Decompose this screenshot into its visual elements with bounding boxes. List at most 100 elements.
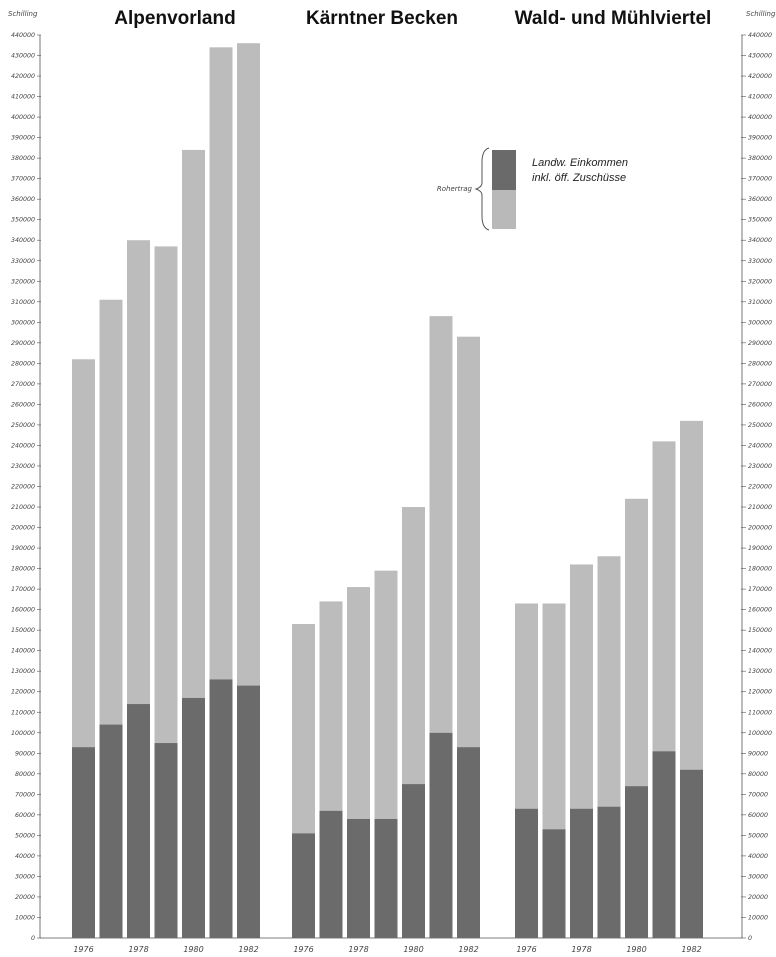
right-tick-label: 270000 bbox=[748, 381, 772, 388]
bar-landw-einkommen bbox=[429, 732, 453, 938]
right-tick-label: 290000 bbox=[748, 340, 772, 347]
right-tick-label: 70000 bbox=[748, 791, 768, 798]
bar-landw-einkommen bbox=[292, 833, 315, 938]
left-tick-label: 10000 bbox=[15, 914, 35, 921]
left-tick-label: 250000 bbox=[11, 422, 35, 429]
right-tick-label: 140000 bbox=[748, 648, 772, 655]
year-label: 1976 bbox=[293, 945, 313, 954]
left-tick-label: 310000 bbox=[11, 299, 35, 306]
left-tick-label: 290000 bbox=[11, 340, 35, 347]
bar-rohertrag bbox=[652, 441, 676, 752]
right-tick-label: 380000 bbox=[748, 155, 772, 162]
right-tick-label: 300000 bbox=[748, 319, 772, 326]
right-tick-label: 390000 bbox=[748, 135, 772, 142]
bar-rohertrag bbox=[319, 601, 343, 811]
bar-rohertrag bbox=[154, 246, 178, 744]
right-tick-label: 310000 bbox=[748, 299, 772, 306]
bar-landw-einkommen bbox=[625, 786, 648, 938]
bar-landw-einkommen bbox=[347, 818, 370, 938]
bar-landw-einkommen bbox=[570, 808, 593, 938]
right-tick-label: 420000 bbox=[748, 73, 772, 80]
right-tick-label: 260000 bbox=[748, 401, 772, 408]
right-tick-label: 180000 bbox=[748, 566, 772, 573]
bars bbox=[72, 43, 703, 938]
bar-rohertrag bbox=[237, 43, 260, 686]
bar-rohertrag bbox=[182, 149, 205, 698]
year-label: 1980 bbox=[183, 945, 203, 954]
left-tick-label: 160000 bbox=[11, 607, 35, 614]
right-tick-label: 240000 bbox=[748, 442, 772, 449]
right-tick-label: 90000 bbox=[748, 750, 768, 757]
year-label: 1976 bbox=[516, 945, 536, 954]
bar-landw-einkommen bbox=[652, 751, 676, 938]
bar-rohertrag bbox=[72, 359, 95, 748]
left-tick-label: 140000 bbox=[11, 648, 35, 655]
right-tick-label: 340000 bbox=[748, 237, 772, 244]
bar-rohertrag bbox=[597, 556, 621, 807]
left-tick-label: 130000 bbox=[11, 668, 35, 675]
bar-rohertrag bbox=[292, 624, 315, 834]
left-tick-label: 60000 bbox=[15, 812, 35, 819]
right-tick-label: 130000 bbox=[748, 668, 772, 675]
left-tick-label: 340000 bbox=[11, 237, 35, 244]
bar-landw-einkommen bbox=[209, 679, 233, 938]
bar-landw-einkommen bbox=[154, 743, 178, 938]
bar-rohertrag bbox=[429, 316, 453, 733]
bar-landw-einkommen bbox=[542, 829, 566, 938]
left-tick-label: 440000 bbox=[11, 32, 35, 39]
left-tick-label: 100000 bbox=[11, 730, 35, 737]
bar-rohertrag bbox=[680, 420, 703, 770]
right-tick-label: 40000 bbox=[748, 853, 768, 860]
left-tick-label: 180000 bbox=[11, 566, 35, 573]
year-label: 1978 bbox=[348, 945, 368, 954]
year-label: 1980 bbox=[626, 945, 646, 954]
year-label: 1978 bbox=[571, 945, 591, 954]
left-tick-label: 330000 bbox=[11, 258, 35, 265]
right-tick-label: 50000 bbox=[748, 832, 768, 839]
unit-label-right: Schilling bbox=[746, 10, 776, 18]
right-tick-label: 120000 bbox=[748, 689, 772, 696]
bar-rohertrag bbox=[99, 299, 123, 725]
right-tick-label: 280000 bbox=[748, 360, 772, 367]
legend-swatch-dark bbox=[492, 150, 516, 190]
bar-landw-einkommen bbox=[402, 784, 425, 938]
right-tick-label: 430000 bbox=[748, 53, 772, 60]
left-tick-label: 300000 bbox=[11, 319, 35, 326]
legend-entry-label: inkl. öff. Zuschüsse bbox=[532, 172, 626, 184]
right-tick-label: 190000 bbox=[748, 545, 772, 552]
left-tick-label: 80000 bbox=[15, 771, 35, 778]
left-tick-label: 380000 bbox=[11, 155, 35, 162]
left-tick-label: 270000 bbox=[11, 381, 35, 388]
right-tick-label: 100000 bbox=[748, 730, 772, 737]
left-tick-label: 170000 bbox=[11, 586, 35, 593]
right-tick-label: 20000 bbox=[748, 894, 768, 901]
right-tick-label: 400000 bbox=[748, 114, 772, 121]
left-tick-label: 0 bbox=[31, 935, 35, 942]
right-tick-label: 60000 bbox=[748, 812, 768, 819]
bar-landw-einkommen bbox=[72, 747, 95, 938]
left-tick-label: 200000 bbox=[11, 525, 35, 532]
bar-landw-einkommen bbox=[597, 806, 621, 938]
bar-landw-einkommen bbox=[457, 747, 480, 938]
left-tick-label: 30000 bbox=[15, 873, 35, 880]
right-tick-label: 210000 bbox=[748, 504, 772, 511]
bar-rohertrag bbox=[402, 507, 425, 785]
left-tick-label: 370000 bbox=[11, 176, 35, 183]
left-tick-label: 220000 bbox=[11, 484, 35, 491]
left-tick-label: 280000 bbox=[11, 360, 35, 367]
year-label: 1982 bbox=[238, 945, 258, 954]
right-tick-label: 320000 bbox=[748, 278, 772, 285]
bar-landw-einkommen bbox=[374, 818, 398, 938]
left-tick-label: 210000 bbox=[11, 504, 35, 511]
bar-landw-einkommen bbox=[515, 808, 538, 938]
left-tick-label: 120000 bbox=[11, 689, 35, 696]
left-tick-label: 420000 bbox=[11, 73, 35, 80]
bar-rohertrag bbox=[515, 603, 538, 809]
right-tick-label: 10000 bbox=[748, 914, 768, 921]
bar-rohertrag bbox=[625, 498, 648, 787]
bar-rohertrag bbox=[570, 564, 593, 809]
right-tick-label: 220000 bbox=[748, 484, 772, 491]
bar-rohertrag bbox=[347, 587, 370, 819]
bar-rohertrag bbox=[127, 240, 150, 705]
right-tick-label: 170000 bbox=[748, 586, 772, 593]
